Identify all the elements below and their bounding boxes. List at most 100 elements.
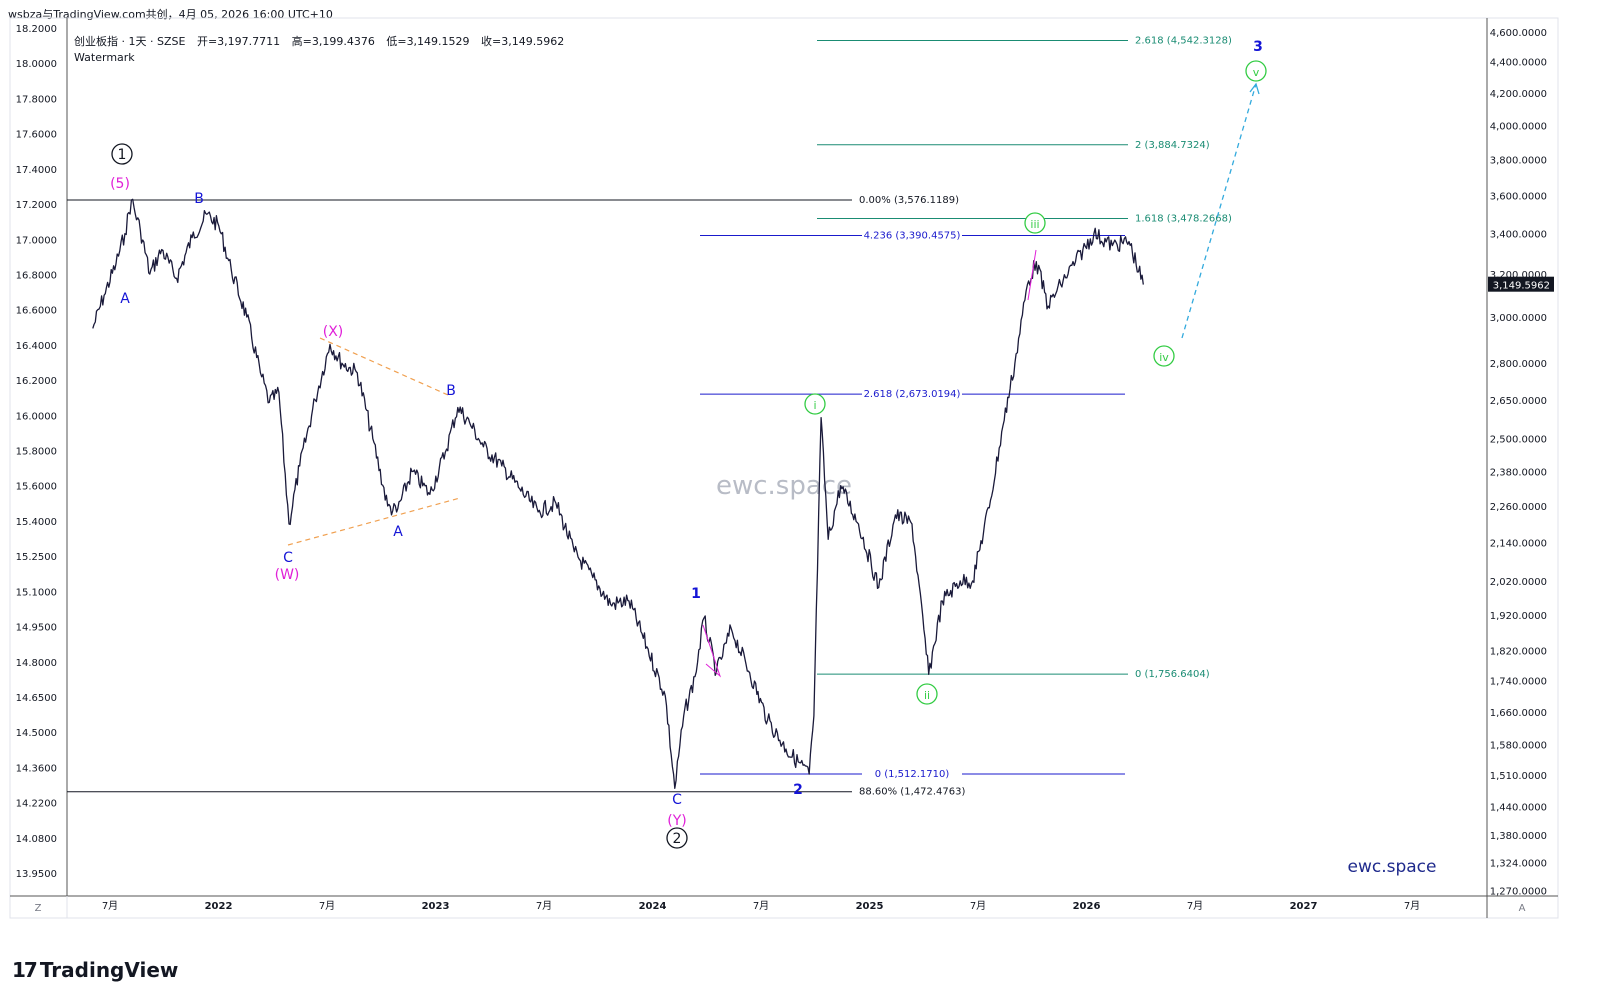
left-axis-tick-7: 16.8000 (16, 270, 57, 281)
tradingview-logo-icon: 17 (12, 958, 38, 982)
wave-label-8: B (446, 383, 456, 399)
wave-text-6: (X) (323, 324, 344, 340)
time-axis-tick-7: 2025 (856, 901, 884, 912)
wave-text-18: v (1253, 66, 1260, 79)
right-axis-tick-20: 1,580.0000 (1490, 741, 1547, 752)
wave-text-1: (5) (110, 176, 130, 192)
time-axis-tick-11: 2027 (1290, 901, 1318, 912)
triangle-lower-line (287, 497, 461, 546)
right-axis-tick-6: 3,400.0000 (1490, 230, 1547, 241)
wave-label-9: C (672, 792, 682, 808)
fib-label-6: 4.236 (3,390.4575) (864, 231, 961, 242)
left-axis-tick-18: 14.8000 (16, 658, 57, 669)
wave-text-10: (Y) (667, 813, 686, 829)
watermark-label: Watermark (74, 51, 135, 64)
left-axis-tick-10: 16.2000 (16, 376, 57, 387)
time-axis-tick-1: 2022 (205, 901, 233, 912)
fib-label-5: 88.60% (1,472.4763) (859, 787, 965, 798)
wave-circle-15 (916, 683, 938, 705)
chart-frame (9, 17, 1559, 919)
low-eq: = (397, 35, 406, 48)
fib-label-bg-8 (862, 767, 962, 780)
auto-scale-button[interactable]: A (1519, 903, 1526, 914)
right-axis-tick-2: 4,200.0000 (1490, 89, 1547, 100)
wave-text-0: 1 (118, 147, 127, 163)
close-label: 收 (481, 34, 492, 48)
wave-label-2: A (120, 291, 130, 307)
projection-line (1181, 83, 1257, 339)
right-axis-tick-22: 1,440.0000 (1490, 803, 1547, 814)
projection-arrow (1249, 82, 1260, 95)
symbol-info: 创业板指 · 1天 · SZSE 开=3,197.7711 高=3,199.43… (74, 34, 564, 48)
wave-label-4: C (283, 550, 293, 566)
right-axis-tick-13: 2,260.0000 (1490, 502, 1547, 513)
left-axis-tick-20: 14.5000 (16, 728, 57, 739)
left-axis-tick-16: 15.1000 (16, 587, 57, 598)
wave-text-19: 3 (1253, 39, 1263, 55)
wave-text-3: B (194, 191, 204, 207)
time-axis-tick-6: 7月 (753, 900, 769, 912)
wave-circle-17 (1153, 345, 1175, 367)
price-series-line (92, 198, 1144, 789)
fib-label-0: 2.618 (4,542.3128) (1135, 36, 1232, 47)
time-axis-tick-5: 2024 (639, 901, 667, 912)
fib-label-2: 1.618 (3,478.2668) (1135, 214, 1232, 225)
fib-label-4: 0.00% (3,576.1189) (859, 195, 959, 206)
wave-circle-14 (804, 393, 826, 415)
wave-text-13: 2 (793, 782, 803, 798)
wave-label-0: 1 (111, 143, 133, 165)
high-label: 高 (292, 34, 303, 48)
wedge-marker (702, 624, 722, 678)
wave-label-10: (Y) (667, 813, 686, 829)
open-label: 开 (197, 35, 208, 48)
fib-label-bg-7 (862, 387, 962, 401)
wave-label-1: (5) (110, 176, 130, 192)
right-axis-tick-7: 3,200.0000 (1490, 270, 1547, 281)
wave-text-11: 2 (673, 831, 682, 847)
close-eq: = (492, 35, 501, 48)
right-axis-tick-24: 1,324.0000 (1490, 859, 1547, 870)
right-axis-tick-15: 2,020.0000 (1490, 577, 1547, 588)
triangle-upper-line (319, 337, 449, 396)
open-eq: = (208, 35, 217, 48)
right-axis-tick-18: 1,740.0000 (1490, 676, 1547, 687)
fib-label-3: 0 (1,756.6404) (1135, 669, 1210, 680)
right-axis-tick-9: 2,800.0000 (1490, 359, 1547, 370)
left-axis-tick-9: 16.4000 (16, 341, 57, 352)
right-axis-tick-1: 4,400.0000 (1490, 58, 1547, 69)
right-axis-tick-14: 2,140.0000 (1490, 538, 1547, 549)
left-axis-tick-6: 17.0000 (16, 235, 57, 246)
right-axis-tick-11: 2,500.0000 (1490, 435, 1547, 446)
left-axis-tick-11: 16.0000 (16, 411, 57, 422)
left-axis-tick-8: 16.6000 (16, 306, 57, 317)
right-axis-tick-19: 1,660.0000 (1490, 708, 1547, 719)
wave-text-16: iii (1030, 218, 1039, 231)
time-axis-tick-8: 7月 (970, 900, 986, 912)
left-axis-tick-1: 18.0000 (16, 59, 57, 70)
wave-text-12: 1 (691, 586, 701, 602)
log-z-button[interactable]: Z (35, 903, 42, 914)
right-axis-tick-10: 2,650.0000 (1490, 396, 1547, 407)
wave-circle-11 (666, 827, 688, 849)
right-axis-tick-21: 1,510.0000 (1490, 771, 1547, 782)
left-axis-tick-5: 17.2000 (16, 200, 57, 211)
left-axis-tick-22: 14.2200 (16, 799, 57, 810)
symbol-line: 创业板指 · 1天 · SZSE (74, 34, 185, 48)
right-axis-tick-0: 4,600.0000 (1490, 28, 1547, 39)
wave-label-18: v (1245, 60, 1267, 82)
left-axis-tick-19: 14.6500 (16, 693, 57, 704)
wave-label-17: iv (1153, 345, 1175, 367)
wave-label-12: 1 (691, 586, 701, 602)
left-axis-tick-3: 17.6000 (16, 130, 57, 141)
tradingview-logo[interactable]: 17 TradingView (12, 958, 178, 982)
time-axis-tick-10: 7月 (1187, 900, 1203, 912)
low-label: 低 (386, 35, 397, 48)
time-axis-tick-4: 7月 (536, 900, 552, 912)
left-axis-tick-21: 14.3600 (16, 763, 57, 774)
wave-text-2: A (120, 291, 130, 307)
left-axis-tick-24: 13.9500 (16, 869, 57, 880)
fib-label-8: 0 (1,512.1710) (875, 769, 950, 780)
wave-label-14: i (804, 393, 826, 415)
wave-label-6: (X) (323, 324, 344, 340)
